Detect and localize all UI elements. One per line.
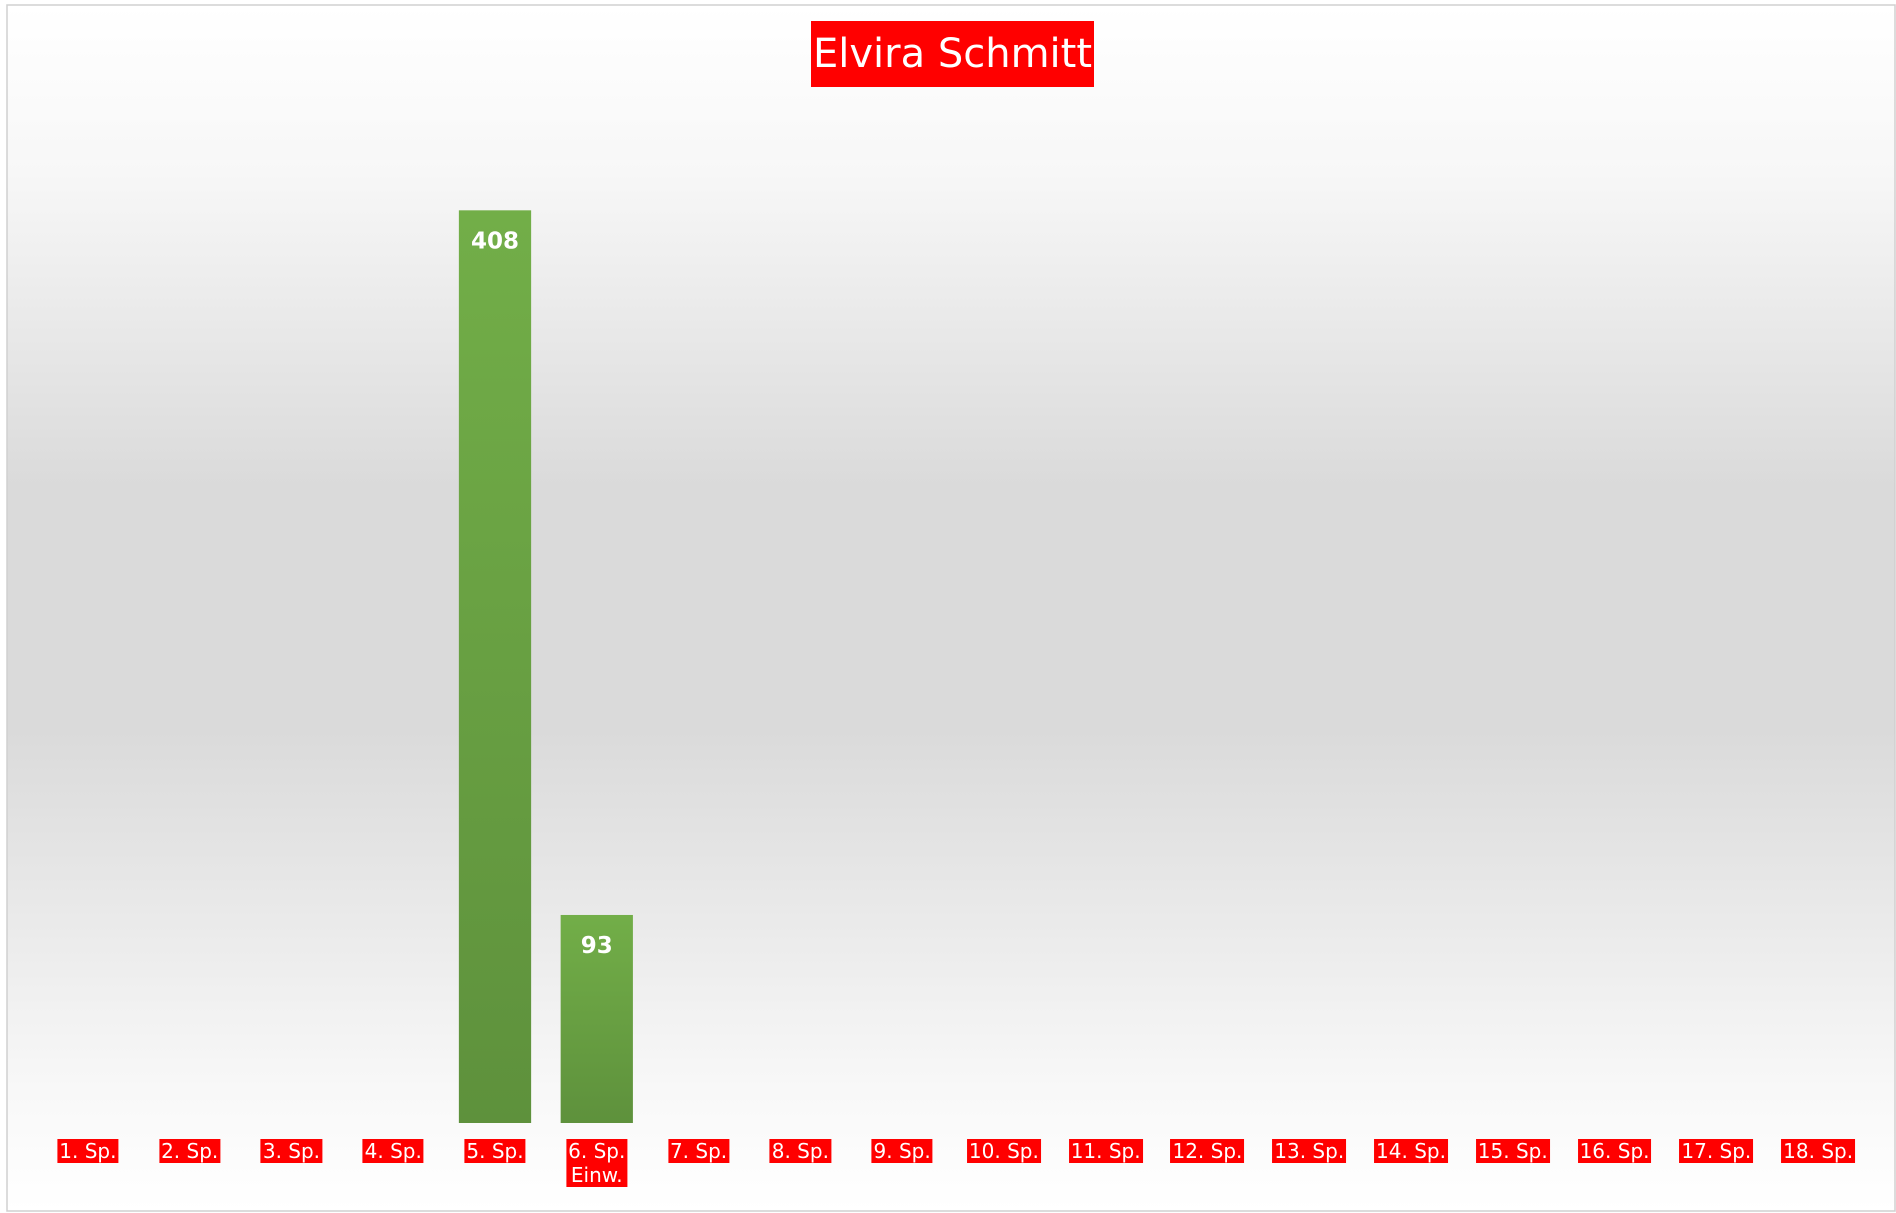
x-tick-label: 6. Sp. Einw. [566,1139,628,1187]
x-tick-label: 17. Sp. [1679,1139,1754,1163]
x-tick-label: 4. Sp. [362,1139,424,1163]
chart-title: Elvira Schmitt [811,21,1094,87]
x-tick-label: 7. Sp. [667,1139,730,1163]
x-tick-label: 12. Sp. [1170,1139,1245,1163]
bar [560,914,633,1123]
bar [458,210,532,1124]
x-tick-label: 11. Sp. [1068,1139,1143,1163]
x-tick-label: 5. Sp. [464,1139,526,1163]
x-tick-label: 3. Sp. [260,1139,323,1163]
x-tick-label: 10. Sp. [966,1139,1041,1163]
x-tick-label: 16. Sp. [1577,1139,1652,1163]
x-tick-label: 1. Sp. [57,1139,119,1163]
x-tick-label: 2. Sp. [159,1139,221,1163]
x-tick-label: 18. Sp. [1781,1139,1856,1163]
x-tick-label: 8. Sp. [769,1139,831,1163]
x-tick-label: 9. Sp. [871,1139,933,1163]
x-tick-label: 15. Sp. [1475,1139,1550,1163]
chart-background [6,4,1896,1212]
value-label: 93 [581,933,613,959]
x-tick-label: 13. Sp. [1272,1139,1347,1163]
value-label: 408 [471,228,519,254]
x-tick-label: 14. Sp. [1374,1139,1448,1163]
